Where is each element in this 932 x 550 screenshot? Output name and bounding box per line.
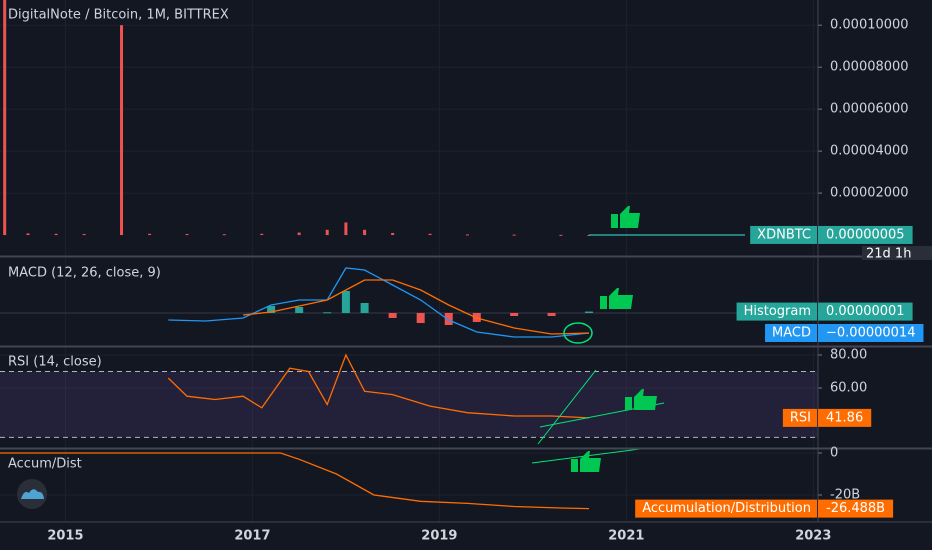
y-tick-label: 0	[830, 445, 838, 460]
labels: 2015 2017 2019 2021 2023 DigitalNote / Bitcoi…	[8, 8, 932, 544]
x-tick-label: 2021	[608, 529, 644, 544]
pane-title: Accum/Dist	[8, 457, 82, 472]
price-bar	[344, 222, 348, 236]
price-bar	[297, 232, 301, 236]
y-tick-label: 60.00	[830, 380, 867, 395]
label-name: RSI	[790, 410, 811, 425]
label-value-box	[818, 408, 872, 427]
x-tick-label: 2019	[421, 529, 457, 544]
series-line	[0, 452, 590, 510]
label-value: 0.00000001	[826, 304, 905, 319]
histogram-bar	[388, 313, 397, 318]
pane-title: MACD (12, 26, close, 9)	[8, 266, 161, 281]
thumbs-up-icon	[571, 451, 601, 472]
price-bar	[82, 234, 86, 236]
label-value-box	[818, 302, 913, 321]
series-line	[243, 279, 590, 335]
label-value-box	[818, 499, 894, 518]
trend-line	[537, 369, 597, 445]
price-bar	[465, 234, 469, 236]
label-value: −0.00000014	[826, 326, 915, 341]
label-value: 41.86	[826, 410, 863, 425]
histogram-bar	[267, 306, 276, 313]
logo-cloud	[21, 489, 44, 499]
price-bar	[363, 229, 367, 236]
price-bar	[3, 0, 7, 236]
histogram-bar	[510, 313, 519, 316]
label-value-box	[818, 225, 913, 244]
plot	[0, 0, 818, 510]
histogram-bar	[341, 291, 350, 313]
series-line	[167, 353, 590, 419]
histogram-bar	[444, 313, 453, 325]
price-bar	[120, 25, 124, 236]
price-bar	[428, 233, 432, 236]
pane-title: RSI (14, close)	[8, 355, 102, 370]
highlight-circle	[563, 322, 593, 344]
time-axis-background	[0, 522, 932, 550]
histogram-bar	[295, 307, 304, 313]
price-bar	[260, 233, 264, 236]
y-tick-label: 0.00006000	[830, 102, 909, 117]
label-name-box	[736, 302, 817, 321]
histogram-bar	[416, 313, 425, 323]
histogram-bar	[584, 311, 593, 313]
label-name: Histogram	[744, 304, 811, 319]
level-band	[0, 371, 818, 438]
label-name: Accumulation/Distribution	[642, 501, 811, 516]
price-bar	[391, 232, 395, 236]
drawings	[531, 206, 665, 472]
price-bar	[559, 234, 563, 236]
axes: 0.00002000 0.00004000 0.00006000 0.00008000…	[0, 0, 932, 523]
y-tick-label: -20B	[830, 487, 860, 502]
price-bar	[512, 234, 516, 236]
label-name: MACD	[772, 326, 811, 341]
logo	[17, 479, 47, 509]
price-bar	[325, 229, 329, 236]
countdown: 21d 1h	[866, 247, 911, 262]
x-tick-label: 2017	[234, 529, 270, 544]
y-tick-label: 0.00004000	[830, 144, 909, 159]
label-name-box	[765, 324, 817, 342]
thumbs-up-icon	[600, 288, 633, 309]
label-value: -26.488B	[826, 501, 885, 516]
x-tick-label: 2015	[47, 529, 83, 544]
price-bar	[222, 234, 226, 236]
label-name-box	[635, 499, 817, 518]
price-bar	[54, 233, 58, 236]
y-tick-label: 80.00	[830, 347, 867, 362]
price-bar	[26, 233, 30, 236]
price-bar	[185, 234, 189, 236]
x-tick-label: 2023	[795, 529, 831, 544]
histogram-bar	[547, 313, 556, 316]
y-tick-label: 0.00010000	[830, 18, 909, 33]
price-bar	[148, 233, 152, 236]
countdown-box	[862, 246, 932, 260]
label-value-box	[818, 324, 924, 342]
label-name-box	[750, 225, 817, 244]
histogram-bar	[323, 312, 332, 314]
thumbs-up-icon	[625, 389, 657, 410]
y-tick-label: 0.00002000	[830, 186, 909, 201]
label-value: 0.00000005	[826, 227, 905, 242]
pane-title: DigitalNote / Bitcoin, 1M, BITTREX	[8, 8, 229, 23]
thumbs-up-icon	[611, 206, 640, 228]
y-tick-label: 0.00008000	[830, 60, 909, 75]
histogram-bar	[360, 303, 369, 313]
label-name-box	[782, 408, 817, 427]
price-axis-background	[818, 0, 932, 550]
label-name: XDNBTC	[757, 227, 811, 242]
